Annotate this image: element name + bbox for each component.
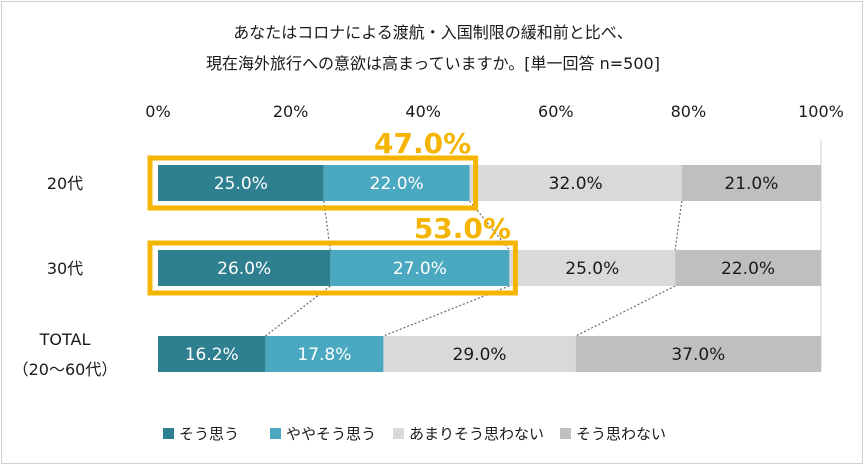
chart-title-line-2: 現在海外旅行への意欲は高まっていますか。[単一回答 n=500] — [206, 54, 660, 73]
x-tick-label: 100% — [798, 102, 844, 121]
legend-label: ややそう思う — [286, 425, 376, 443]
data-label: 27.0% — [393, 259, 447, 279]
data-label: 21.0% — [724, 174, 778, 194]
category-label: （20～60代） — [13, 360, 118, 379]
bar-segment — [383, 336, 576, 372]
x-tick-label: 20% — [273, 102, 309, 121]
category-label: 30代 — [47, 259, 83, 278]
bar-segment — [158, 336, 266, 372]
data-label: 25.0% — [214, 174, 268, 194]
series-connector — [383, 285, 510, 337]
legend: そう思う ややそう思う あまりそう思わない そう思わない — [163, 425, 666, 443]
legend-label: あまりそう思わない — [409, 425, 544, 443]
x-tick-label: 60% — [538, 102, 574, 121]
data-label: 37.0% — [671, 345, 725, 365]
bar-segment — [469, 165, 682, 201]
category-labels: 20代 30代 TOTAL （20～60代） — [13, 174, 118, 379]
bar-segment — [681, 165, 821, 201]
data-label: 25.0% — [565, 259, 619, 279]
legend-item: ややそう思う — [270, 425, 376, 443]
bar-segment — [323, 165, 470, 201]
bar-segment — [675, 250, 821, 286]
bar-segment — [330, 250, 510, 286]
x-tick-label: 0% — [145, 102, 170, 121]
category-label: TOTAL — [39, 330, 91, 349]
bar-segment — [265, 336, 384, 372]
category-label: 20代 — [47, 174, 83, 193]
x-tick-label: 80% — [671, 102, 707, 121]
data-label: 16.2% — [185, 345, 239, 365]
data-label: 26.0% — [217, 259, 271, 279]
highlight-box — [147, 240, 518, 296]
data-label: 29.0% — [453, 345, 507, 365]
legend-swatch — [270, 428, 281, 439]
legend-label: そう思う — [179, 425, 239, 443]
legend-item: そう思わない — [560, 425, 666, 443]
chart-title-line-1: あなたはコロナによる渡航・入国制限の緩和前と比べ、 — [233, 23, 633, 42]
legend-item: あまりそう思わない — [393, 425, 544, 443]
highlight-box — [147, 155, 479, 211]
bar-segment — [158, 165, 324, 201]
chart-title: あなたはコロナによる渡航・入国制限の緩和前と比べ、現在海外旅行への意欲は高まって… — [206, 23, 660, 73]
bars: 25.0% 22.0% 32.0% 21.0% 26.0% 27.0% 25.0% 22.0%… — [158, 165, 821, 372]
callout-value: 47.0% — [374, 127, 471, 160]
series-connector — [674, 200, 683, 251]
legend-swatch — [560, 428, 571, 439]
callout-value: 53.0% — [414, 212, 511, 245]
legend-item: そう思う — [163, 425, 239, 443]
bar-segment — [158, 250, 331, 286]
legend-label: そう思わない — [576, 425, 666, 443]
legend-swatch — [163, 428, 174, 439]
x-axis-ticks: 0% 20% 40% 60% 80% 100% — [145, 102, 844, 372]
data-label: 32.0% — [549, 174, 603, 194]
highlight-boxes: 47.0% 53.0% — [147, 127, 518, 296]
x-tick-label: 40% — [405, 102, 441, 121]
data-label: 22.0% — [370, 174, 424, 194]
bar-segment — [575, 336, 821, 372]
data-label: 17.8% — [297, 345, 351, 365]
legend-swatch — [393, 428, 404, 439]
bar-segment — [509, 250, 676, 286]
series-connector — [575, 285, 676, 337]
data-label: 22.0% — [721, 259, 775, 279]
